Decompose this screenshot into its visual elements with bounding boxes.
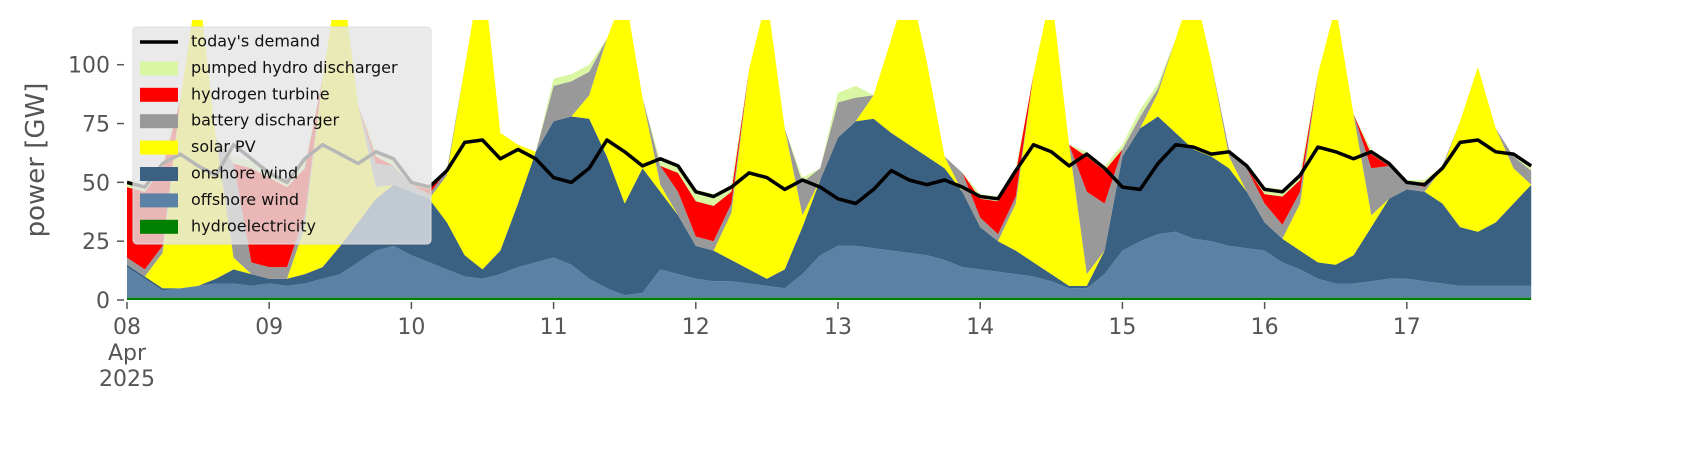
area bbox=[127, 231, 1532, 298]
legend-label: battery discharger bbox=[191, 111, 339, 130]
y-tick-label: 25 bbox=[82, 230, 110, 255]
legend-box bbox=[132, 26, 432, 245]
area bbox=[127, 116, 1532, 296]
legend: today's demand pumped hydro discharger hyd… bbox=[132, 26, 432, 245]
legend-swatch bbox=[140, 114, 178, 129]
legend-swatch bbox=[140, 61, 178, 76]
x-tick-label: 11 bbox=[540, 315, 568, 340]
legend-label: hydrogen turbine bbox=[191, 84, 330, 103]
legend-label: today's demand bbox=[191, 32, 320, 51]
y-axis-label: power [GW] bbox=[21, 83, 51, 238]
legend-swatch bbox=[140, 87, 178, 102]
legend-swatch bbox=[140, 167, 178, 181]
area bbox=[127, 297, 1532, 300]
x-tick-label: 14 bbox=[966, 315, 994, 340]
legend-label: onshore wind bbox=[191, 164, 298, 183]
x-tick-label: 09 bbox=[255, 315, 283, 340]
legend-swatch bbox=[140, 219, 178, 234]
y-tick-label: 75 bbox=[82, 113, 110, 138]
y-tick-label: 0 bbox=[96, 289, 110, 314]
legend-label: solar PV bbox=[191, 137, 256, 156]
x-tick-label: 08 Apr 2025 bbox=[99, 315, 155, 392]
y-tick-label: 50 bbox=[82, 171, 110, 196]
x-tick-label: 12 bbox=[682, 315, 710, 340]
x-tick-label: 10 bbox=[397, 315, 425, 340]
legend-label: offshore wind bbox=[191, 190, 299, 209]
x-tick-label: 16 bbox=[1251, 315, 1279, 340]
area bbox=[127, 20, 1532, 289]
legend-swatch bbox=[140, 140, 178, 155]
x-tick-label: 15 bbox=[1108, 315, 1136, 340]
axes: 0 25 50 75 100 08 Apr 2025 09 10 11 12 13 14 15 16 17 bbox=[68, 54, 1421, 392]
x-tick-label: 13 bbox=[824, 315, 852, 340]
area bbox=[127, 20, 1532, 279]
legend-label: hydroelectricity bbox=[191, 216, 316, 235]
y-tick-label: 100 bbox=[68, 54, 110, 79]
legend-swatch bbox=[140, 193, 178, 208]
legend-label: pumped hydro discharger bbox=[191, 58, 398, 77]
x-tick-label: 17 bbox=[1393, 315, 1421, 340]
